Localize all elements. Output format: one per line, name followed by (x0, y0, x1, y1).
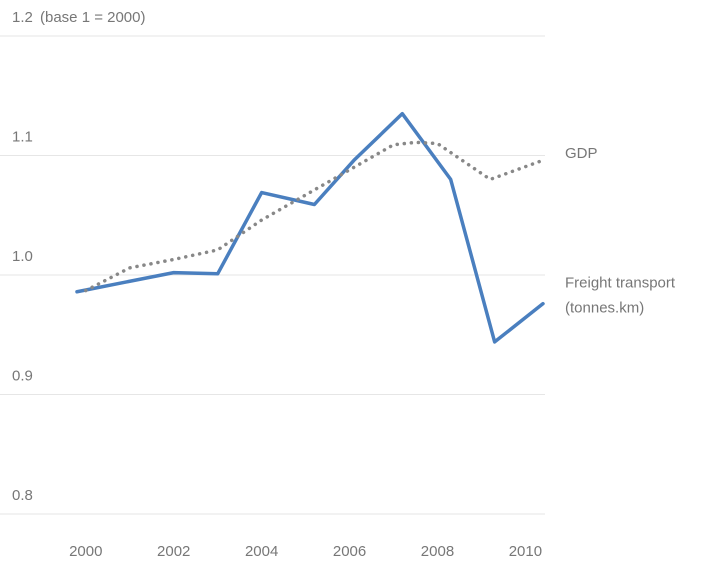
legend-label: Freight transport (565, 275, 676, 292)
x-tick-label: 2010 (509, 543, 542, 560)
x-tick-label: 2002 (157, 543, 190, 560)
x-tick-label: 2008 (421, 543, 454, 560)
legend-unit: (tonnes.km) (565, 300, 644, 317)
y-tick-label: 0.8 (12, 487, 33, 504)
y-axis-label: (base 1 = 2000) (40, 9, 146, 26)
x-tick-label: 2006 (333, 543, 366, 560)
legend-label: GDP (565, 145, 598, 162)
line (75, 111, 545, 344)
line (84, 140, 545, 293)
y-tick-label: 0.9 (12, 367, 33, 384)
y-tick-label: 1.0 (12, 248, 33, 265)
y-tick-label: 1.1 (12, 128, 33, 145)
y-tick-label: 1.2 (12, 9, 33, 26)
x-tick-label: 2000 (69, 543, 102, 560)
x-tick-label: 2004 (245, 543, 278, 560)
